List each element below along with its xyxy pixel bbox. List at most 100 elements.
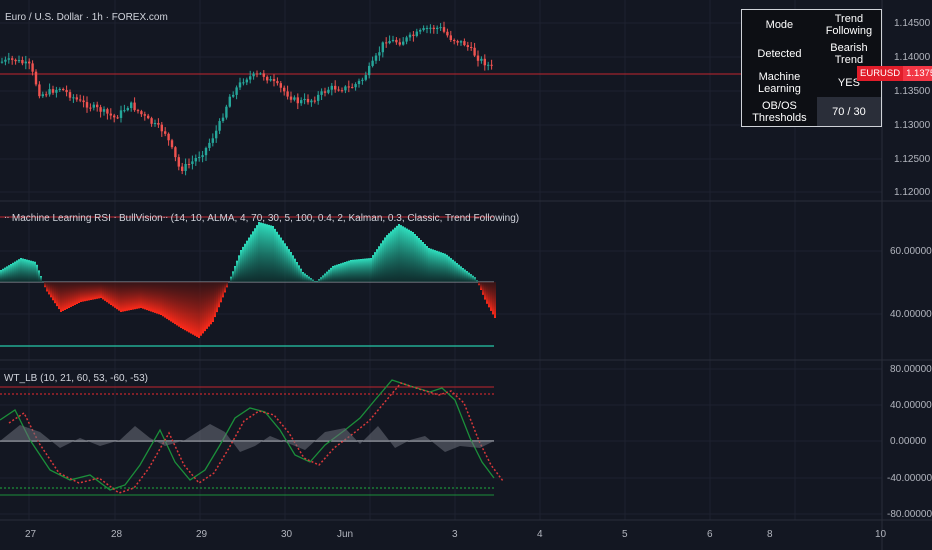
candle-body: [184, 163, 187, 171]
candle-body: [7, 58, 10, 60]
rsi-bar: [442, 252, 444, 282]
rsi-tick: 60.00000: [890, 246, 932, 257]
rsi-bar: [398, 224, 400, 282]
table-label: Detected: [757, 47, 802, 60]
candle-body: [337, 89, 340, 91]
rsi-bar: [110, 282, 112, 305]
rsi-bar: [126, 282, 128, 311]
candle-body: [249, 76, 252, 80]
wt-axis[interactable]: 80.00000 40.00000 0.00000 -40.00000 -80.…: [887, 364, 932, 520]
candle-body: [371, 60, 374, 66]
candle-body: [283, 87, 286, 92]
candle-body: [442, 27, 446, 32]
price-tag-symbol: EURUSD: [857, 66, 904, 81]
candlestick-series[interactable]: [0, 21, 493, 176]
rsi-bar: [132, 282, 134, 310]
rsi-bar: [52, 282, 54, 301]
price-axis[interactable]: 1.14500 1.14000 1.13500 1.13000 1.12500 …: [894, 18, 931, 198]
rsi-bar: [380, 243, 382, 282]
candle-body: [266, 76, 269, 81]
rsi-bar: [462, 268, 464, 282]
rsi-bar: [460, 266, 462, 282]
rsi-bar: [176, 282, 178, 326]
rsi-bar: [404, 227, 406, 282]
rsi-bar: [244, 243, 246, 282]
candle-body: [476, 55, 480, 61]
candle-body: [344, 86, 347, 91]
candle-body: [235, 87, 238, 95]
rsi-bar: [302, 272, 304, 282]
rsi-bar: [82, 282, 84, 302]
rsi-bar: [336, 264, 338, 282]
rsi-bar: [318, 279, 320, 282]
candle-body: [0, 61, 4, 63]
rsi-bar: [18, 259, 20, 282]
symbol-title[interactable]: Euro / U.S. Dollar · 1h · FOREX.com: [5, 12, 168, 23]
rsi-bar: [290, 252, 292, 282]
rsi-bar: [326, 271, 328, 282]
rsi-bar: [164, 282, 166, 318]
candle-body: [364, 75, 367, 80]
rsi-bar: [384, 237, 386, 282]
rsi-bar: [116, 282, 118, 310]
candle-body: [368, 65, 371, 76]
rsi-bar: [454, 261, 456, 282]
wt-line-2: [8, 382, 504, 494]
candle-body: [119, 110, 123, 118]
rsi-bar: [286, 246, 288, 282]
rsi-bar: [346, 261, 348, 282]
rsi-bar: [118, 282, 120, 311]
candle-body: [187, 163, 191, 165]
rsi-bar: [420, 240, 422, 282]
candle-body: [432, 27, 435, 30]
wt-tick: -40.00000: [887, 473, 932, 484]
candle-body: [225, 106, 228, 118]
table-row: Machine Learning YES: [742, 68, 881, 97]
rsi-fill-series[interactable]: [0, 222, 496, 338]
rsi-bar: [282, 240, 284, 282]
candle-body: [385, 42, 388, 44]
candle-body: [327, 89, 330, 93]
rsi-bar: [246, 240, 248, 282]
wt-histogram: [0, 424, 494, 452]
rsi-bar: [480, 282, 482, 290]
rsi-bar: [10, 264, 12, 282]
rsi-bar: [128, 282, 130, 311]
candle-body: [320, 91, 323, 95]
rsi-bar: [492, 282, 494, 315]
rsi-bar: [328, 269, 330, 282]
rsi-bar: [430, 248, 432, 282]
candle-body: [453, 40, 456, 42]
price-tick: 1.14500: [894, 18, 931, 29]
wavetrend-series[interactable]: [0, 379, 504, 494]
rsi-bar: [32, 261, 34, 282]
rsi-legend[interactable]: ᐧᐧ Machine Learning RSI ᐧ BullVisionᐧᐧ (…: [4, 213, 520, 224]
candle-body: [323, 91, 327, 93]
candle-body: [177, 157, 180, 167]
candle-body: [147, 115, 150, 119]
candle-body: [65, 89, 68, 93]
rsi-bar: [34, 261, 36, 282]
wt-legend[interactable]: WT_LB (10, 21, 60, 53, -60, -53): [4, 373, 148, 384]
rsi-axis[interactable]: 60.00000 40.00000: [890, 246, 932, 320]
rsi-bar: [444, 253, 446, 282]
rsi-bar: [122, 282, 124, 312]
rsi-bar: [108, 282, 110, 304]
table-label: OB/OS Thresholds: [752, 99, 807, 124]
rsi-bar: [368, 258, 370, 282]
rsi-bar: [248, 237, 250, 282]
rsi-bar: [234, 266, 236, 282]
candle-body: [58, 88, 61, 90]
rsi-bar: [222, 282, 224, 298]
candle-body: [269, 79, 272, 81]
rsi-bar: [304, 273, 306, 282]
rsi-bar: [196, 282, 198, 337]
rsi-bar: [90, 282, 92, 300]
candle-body: [123, 110, 126, 112]
rsi-bar: [350, 260, 352, 282]
candle-body: [289, 96, 293, 100]
time-axis[interactable]: 27 28 29 30 Jun 3 4 5 6 8 10: [25, 529, 887, 540]
table-value: Bearish Trend: [830, 41, 868, 66]
candle-body: [334, 85, 337, 90]
